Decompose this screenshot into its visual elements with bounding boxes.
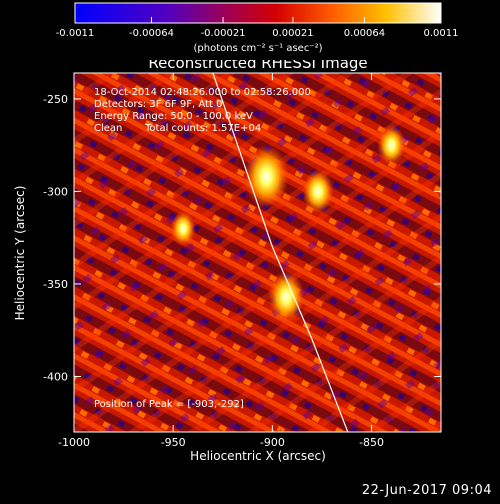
bright-source <box>302 168 334 214</box>
plot-svg: -1000 -950 -900 -850 -250 -300 -350 -400 Recons… <box>13 54 442 463</box>
annotation-total-counts: Total counts: 1.57E+04 <box>144 123 261 134</box>
x-tick-label: -850 <box>359 436 384 449</box>
colorbar-tick-label: 0.00021 <box>272 28 313 39</box>
colorbar: -0.0011 -0.00064 -0.00021 0.00021 0.00064 0.0… <box>0 0 500 60</box>
y-tick-label: -300 <box>43 185 68 198</box>
colorbar-tick-label: -0.0011 <box>56 28 95 39</box>
colorbar-tick-label: 0.00064 <box>344 28 385 39</box>
colorbar-svg: -0.0011 -0.00064 -0.00021 0.00021 0.00064 0.0… <box>56 2 459 54</box>
annotation-method: Clean <box>94 123 122 134</box>
y-tick-label: -400 <box>43 370 68 383</box>
y-tick-label: -250 <box>43 93 68 106</box>
x-tick-label: -950 <box>161 436 186 449</box>
annotation-peak-position: Position of Peak = [-903,-292] <box>94 399 244 410</box>
heatmap-image <box>74 73 441 432</box>
solar-limb-line <box>212 73 349 432</box>
annotation-detectors: Detectors: 3F 6F 9F, Att 0 <box>94 99 222 110</box>
plot-frame <box>73 72 442 433</box>
bright-source <box>244 144 289 209</box>
colorbar-tick-label: 0.0011 <box>424 28 459 39</box>
chart-title: Reconstructed RHESSI Image <box>148 60 367 72</box>
x-tick-label: -900 <box>260 436 285 449</box>
x-tick-label: -1000 <box>58 436 90 449</box>
bright-source <box>170 210 196 247</box>
bright-source <box>268 270 305 324</box>
footer-date: 22-Jun-2017 09:04 <box>361 483 492 498</box>
x-axis-label: Heliocentric X (arcsec) <box>190 449 326 463</box>
annotation-block: 18-Oct-2014 02:48:26.000 to 02:58:26.000… <box>94 87 311 410</box>
y-tick-label: -350 <box>43 278 68 291</box>
axis-ticks: -1000 -950 -900 -850 -250 -300 -350 -400 <box>43 73 441 449</box>
colorbar-units-label: (photons cm⁻² s⁻¹ asec⁻²) <box>193 43 322 54</box>
colorbar-tick-label: -0.00064 <box>129 28 174 39</box>
plot-area: -1000 -950 -900 -850 -250 -300 -350 -400 Recons… <box>0 54 500 500</box>
colorbar-gradient <box>74 2 442 24</box>
colorbar-tick-label: -0.00021 <box>201 28 246 39</box>
annotation-time-range: 18-Oct-2014 02:48:26.000 to 02:58:26.000 <box>94 87 311 98</box>
colorbar-ticks: -0.0011 -0.00064 -0.00021 0.00021 0.00064 0.0… <box>56 17 459 39</box>
y-axis-label: Heliocentric Y (arcsec) <box>13 186 27 321</box>
annotation-energy-range: Energy Range: 50.0 - 100.0 keV <box>94 111 253 122</box>
bright-source <box>377 124 406 166</box>
bright-sources <box>170 124 406 324</box>
